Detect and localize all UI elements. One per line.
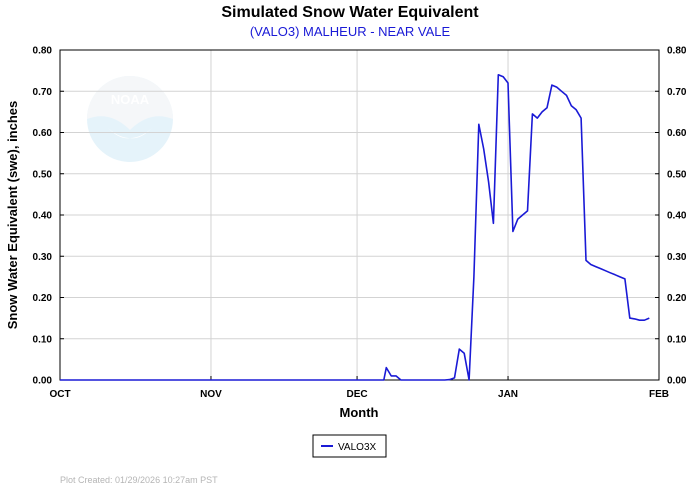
y-tick-label-right: 0.50 [667, 169, 687, 180]
chart-title: Simulated Snow Water Equivalent [221, 4, 479, 21]
x-axis: OCT NOV DEC JAN FEB [49, 389, 669, 400]
plot-created-footer: Plot Created: 01/29/2026 10:27am PST [60, 475, 218, 485]
x-tick-label: NOV [200, 389, 222, 400]
y-tick-label-right: 0.00 [667, 376, 687, 387]
noaa-logo-gull [108, 128, 152, 139]
y-tick-label-left: 0.00 [33, 376, 53, 387]
legend-label: VALO3X [338, 442, 376, 453]
series-line-valo3x [60, 74, 650, 381]
y-tick-label-left: 0.10 [33, 334, 53, 345]
y-tick-label-right: 0.60 [667, 128, 687, 139]
y-tick-label-right: 0.20 [667, 293, 687, 304]
y-tick-label-right: 0.70 [667, 87, 687, 98]
y-tick-label-right: 0.40 [667, 211, 687, 222]
y-axis-right: 0.00 0.10 0.20 0.30 0.40 0.50 0.60 0.70 0.80 [667, 46, 687, 387]
x-tick-label: FEB [649, 389, 669, 400]
noaa-logo-text: NOAA [111, 92, 150, 107]
noaa-logo-circle [87, 76, 173, 162]
noaa-logo: NOAA [87, 76, 173, 162]
y-tick-label-left: 0.40 [33, 211, 53, 222]
y-tick-label-right: 0.80 [667, 46, 687, 57]
y-tick-label-right: 0.10 [667, 334, 687, 345]
x-axis-label: Month [340, 405, 379, 420]
y-axis-label: Snow Water Equivalent (swe), inches [5, 101, 20, 330]
x-tick-label: JAN [498, 389, 518, 400]
noaa-logo-upper [87, 76, 173, 130]
y-tick-label-left: 0.80 [33, 46, 53, 57]
chart-subtitle: (VALO3) MALHEUR - NEAR VALE [250, 24, 451, 39]
y-tick-label-left: 0.30 [33, 252, 53, 263]
legend-box [312, 434, 387, 458]
y-axis-left: 0.00 0.10 0.20 0.30 0.40 0.50 0.60 0.70 0.80 [33, 46, 53, 387]
y-tick-label-left: 0.60 [33, 128, 53, 139]
legend: VALO3X [312, 434, 387, 458]
y-tick-label-left: 0.20 [33, 293, 53, 304]
y-tick-label-left: 0.50 [33, 169, 53, 180]
x-tick-label: OCT [49, 389, 70, 400]
y-tick-label-right: 0.30 [667, 252, 687, 263]
x-tick-label: DEC [347, 389, 368, 400]
y-tick-label-left: 0.70 [33, 87, 53, 98]
grid [59, 49, 660, 381]
